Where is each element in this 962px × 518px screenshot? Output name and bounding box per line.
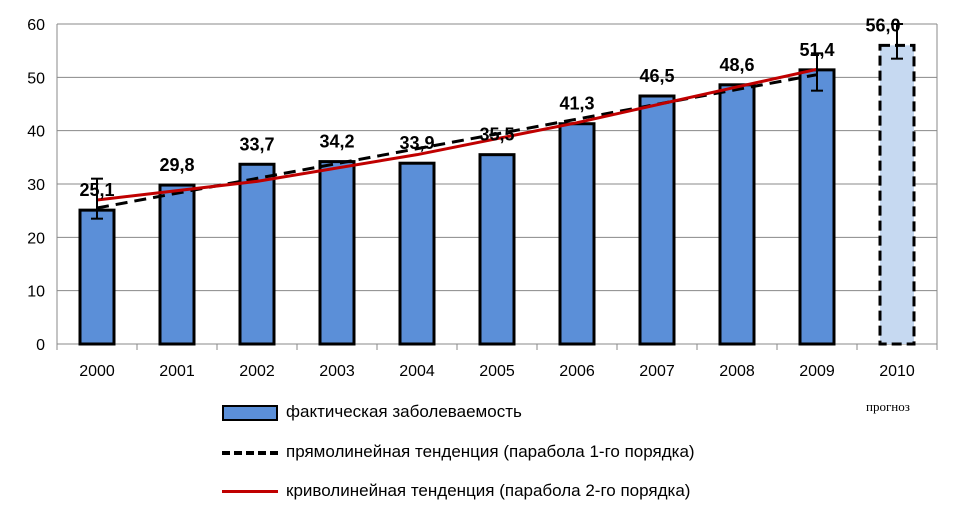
data-label: 25,1: [79, 180, 114, 200]
x-tick-label: 2001: [159, 363, 195, 380]
legend-item-curved: криволинейная тенденция (парабола 2-го п…: [222, 481, 690, 501]
x-tick-label: 2005: [479, 363, 515, 380]
x-tick-label: 2002: [239, 363, 275, 380]
x-tick-label: 2003: [319, 363, 355, 380]
bar: [478, 153, 516, 346]
bar: [158, 183, 196, 346]
data-label: 33,9: [399, 133, 434, 153]
data-labels: 25,1 29,8 33,7 34,2 33,9 35,5 41,3 46,5 48,6 51,4…: [79, 15, 900, 200]
y-tick-label: 60: [27, 17, 45, 34]
x-tick-label: 2010: [879, 363, 915, 380]
y-tick-label: 40: [27, 124, 45, 141]
x-tick-label: 2006: [559, 363, 595, 380]
bar: [238, 162, 276, 346]
data-label: 46,5: [639, 66, 674, 86]
legend-swatch-dashed: [222, 442, 278, 462]
data-label: 33,7: [239, 134, 274, 154]
data-label: 29,8: [159, 155, 194, 175]
bar: [638, 94, 676, 346]
bar: [558, 122, 596, 346]
legend-item-actual: фактическая заболеваемость: [222, 402, 522, 422]
bar: [78, 208, 116, 346]
y-axis-ticks: 0 10 20 30 40 50 60: [27, 17, 45, 354]
legend-swatch-solid: [222, 481, 278, 501]
y-tick-label: 30: [27, 177, 45, 194]
data-label: 56,0: [865, 15, 900, 35]
data-label: 34,2: [319, 132, 354, 152]
bar: [798, 68, 836, 346]
x-tick-label: 2007: [639, 363, 675, 380]
y-tick-label: 10: [27, 284, 45, 301]
x-tick-label: 2004: [399, 363, 435, 380]
x-tick-label: 2008: [719, 363, 755, 380]
data-label: 41,3: [559, 94, 594, 114]
error-bars: [91, 23, 903, 220]
y-tick-label: 50: [27, 70, 45, 87]
legend-swatch-bar: [222, 402, 278, 422]
data-label: 48,6: [719, 55, 754, 75]
x-tick-label: 2009: [799, 363, 835, 380]
bar-forecast: [878, 43, 916, 346]
legend-item-linear: прямолинейная тенденция (парабола 1-го п…: [222, 442, 695, 462]
y-tick-label: 20: [27, 230, 45, 247]
trend-line-quadratic: [96, 67, 818, 202]
legend-label-curved: криволинейная тенденция (парабола 2-го п…: [286, 481, 691, 500]
bars: [78, 43, 916, 346]
x-tick-label: 2000: [79, 363, 115, 380]
bar: [398, 161, 436, 346]
x-axis-ticks: 2000 2001 2002 2003 2004 2005 2006 2007 2008 2009…: [79, 363, 915, 380]
bar: [718, 83, 756, 346]
y-tick-label: 0: [36, 337, 45, 354]
data-label: 51,4: [799, 40, 834, 60]
forecast-note: прогноз: [866, 399, 910, 414]
data-label: 35,5: [479, 125, 514, 145]
legend-label-actual: фактическая заболеваемость: [286, 402, 522, 421]
bar: [318, 160, 356, 346]
trend-lines: [96, 67, 818, 210]
legend-label-linear: прямолинейная тенденция (парабола 1-го п…: [286, 442, 695, 461]
